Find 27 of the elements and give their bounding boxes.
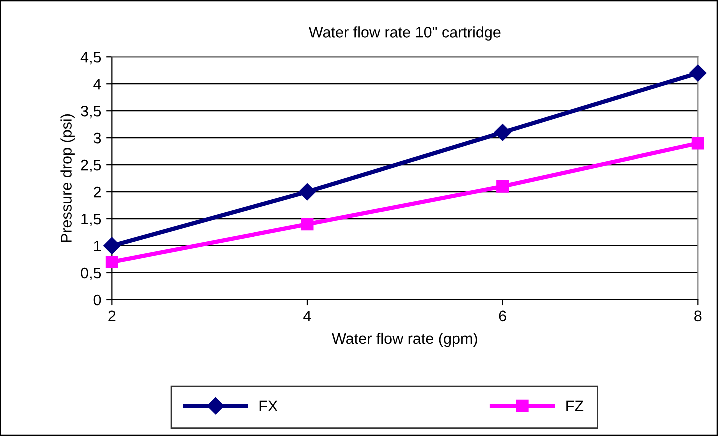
point [692, 137, 704, 150]
x-tick-label: 6 [499, 310, 506, 322]
y-axis-title: Pressure drop (psi) [60, 114, 75, 242]
chart-title: Water flow rate 10" cartridge [308, 26, 501, 41]
y-tick-label: 1 [94, 241, 102, 252]
point [298, 183, 316, 201]
point [301, 218, 314, 231]
x-axis-title: Water flow rate (gpm) [332, 332, 478, 348]
point [496, 180, 510, 193]
legend-label: FX [260, 400, 278, 412]
y-tick-label: 2 [94, 186, 101, 198]
point [104, 237, 121, 255]
y-tick-label: 3,5 [81, 106, 102, 119]
y-tick-label: 3 [94, 132, 102, 144]
x-tick-label: 4 [304, 310, 312, 322]
point [690, 64, 707, 82]
x-tick-label: 8 [694, 310, 702, 322]
y-tick-label: 2,5 [81, 160, 102, 173]
y-tick-label: 0 [94, 294, 102, 306]
point [494, 124, 512, 142]
x-tick-label: 2 [108, 310, 116, 322]
point [106, 256, 118, 268]
y-tick-label: 4,5 [80, 52, 102, 65]
y-tick-label: 1,5 [82, 214, 102, 227]
y-tick-label: 4 [94, 79, 102, 90]
legend-label: FZ [566, 400, 584, 412]
y-tick-label: 0,5 [81, 268, 102, 280]
